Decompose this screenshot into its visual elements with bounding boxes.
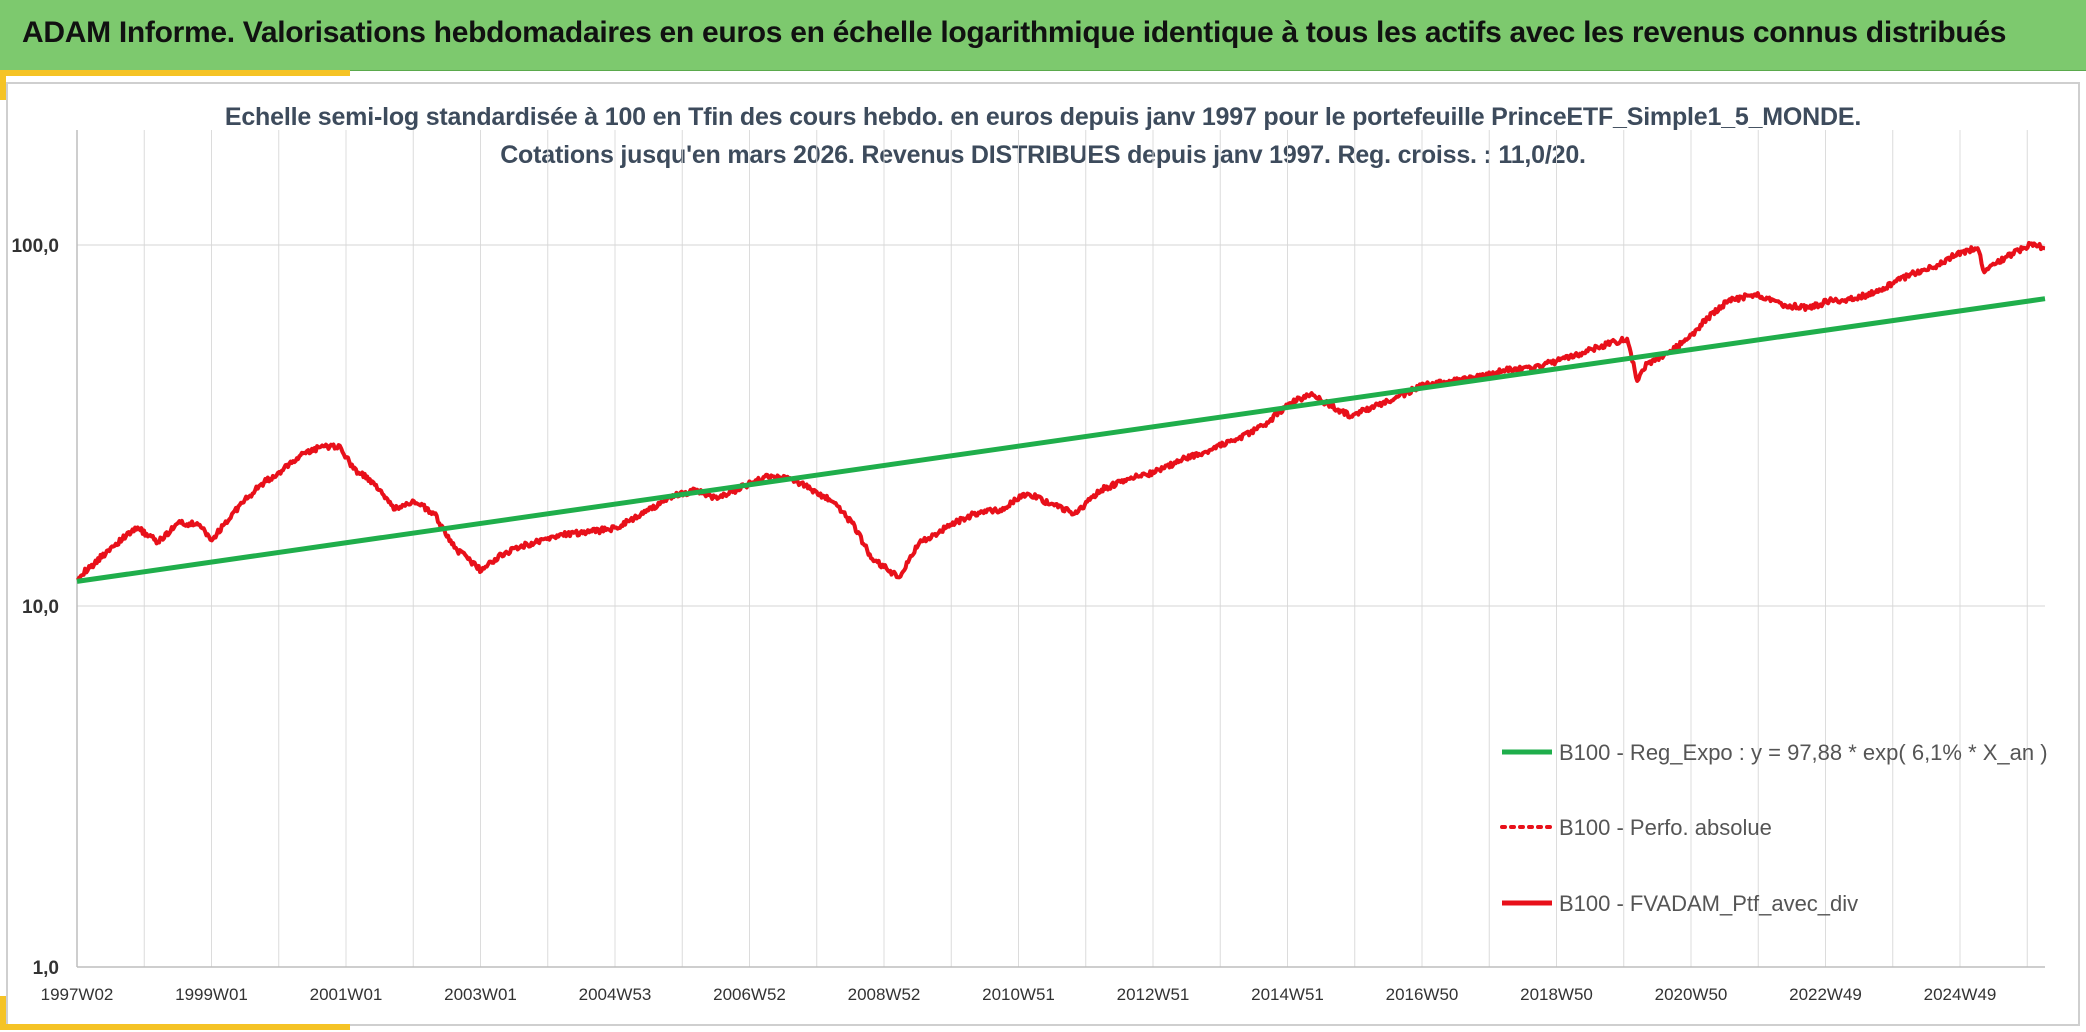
x-tick-label: 2012W51	[1117, 985, 1190, 1004]
x-tick-label: 2022W49	[1789, 985, 1862, 1004]
page-title: ADAM Informe. Valorisations hebdomadaire…	[22, 16, 2007, 49]
x-tick-label: 2008W52	[848, 985, 921, 1004]
legend-regression-label: B100 - Reg_Expo : y = 97,88 * exp( 6,1% …	[1559, 740, 2048, 765]
series-regression-line	[76, 296, 2046, 584]
x-tick-label: 2001W01	[310, 985, 383, 1004]
x-tick-label: 2020W50	[1655, 985, 1728, 1004]
legend-portfolio-label: B100 - FVADAM_Ptf_avec_div	[1559, 891, 1858, 916]
x-tick-label: 2003W01	[444, 985, 517, 1004]
accent-bar-left-bottom	[0, 996, 6, 1026]
chart-subtitle: Cotations jusqu'en mars 2026. Revenus DI…	[500, 141, 1586, 169]
chart-title: Echelle semi-log standardisée à 100 en T…	[224, 103, 1862, 131]
header-banner: ADAM Informe. Valorisations hebdomadaire…	[0, 0, 2086, 71]
x-tick-label: 2016W50	[1386, 985, 1459, 1004]
x-tick-label: 2018W50	[1520, 985, 1593, 1004]
x-tick-label: 2014W51	[1251, 985, 1324, 1004]
x-tick-label: 2024W49	[1924, 985, 1997, 1004]
y-tick-label: 100,0	[11, 236, 59, 257]
x-tick-label: 2004W53	[579, 985, 652, 1004]
chart-frame	[6, 82, 2080, 1026]
x-tick-label: 1999W01	[175, 985, 248, 1004]
x-tick-label: 2010W51	[982, 985, 1055, 1004]
x-tick-label: 1997W02	[41, 985, 114, 1004]
accent-bar-top	[0, 70, 350, 76]
series-portfolio-line	[76, 240, 2046, 581]
legend-perfo-absolue-label: B100 - Perfo. absolue	[1559, 815, 1772, 840]
accent-bar-left-top	[0, 70, 6, 100]
x-tick-label: 2006W52	[713, 985, 786, 1004]
y-tick-label: 1,0	[33, 958, 59, 979]
accent-bar-bottom	[0, 1024, 350, 1030]
y-tick-label: 10,0	[22, 597, 59, 618]
